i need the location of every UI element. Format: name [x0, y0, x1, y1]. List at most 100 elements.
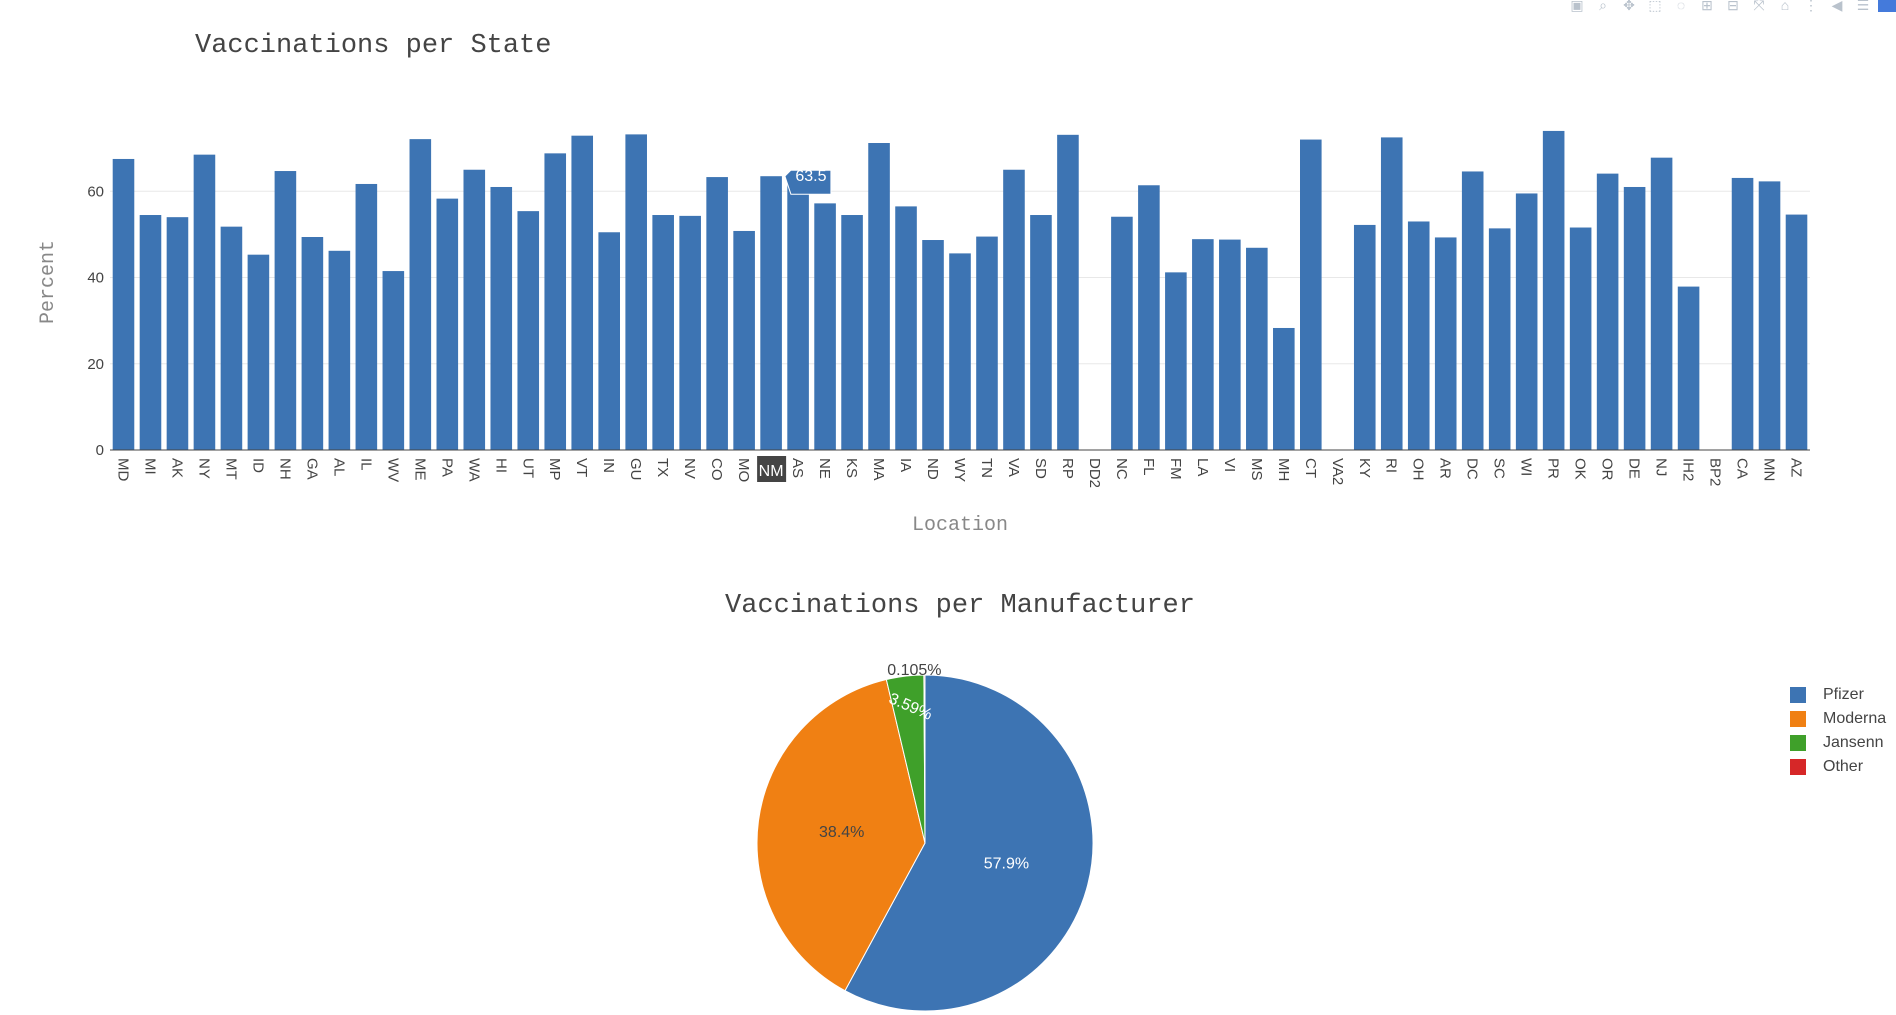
x-tick-label: DC [1464, 458, 1481, 480]
bar-nh[interactable] [274, 171, 297, 451]
x-tick-label: KY [1356, 458, 1373, 478]
legend-label: Moderna [1823, 710, 1887, 727]
spike-lines-icon[interactable]: ⋮ [1804, 0, 1818, 12]
bar-nd[interactable] [922, 240, 944, 450]
bar-ky[interactable] [1353, 224, 1376, 450]
zoom-out-icon[interactable]: ⊟ [1727, 0, 1739, 12]
x-tick-label: MI [141, 458, 158, 475]
lasso-select-icon[interactable]: ◌ [1676, 0, 1686, 12]
reset-axes-icon[interactable]: ⌂ [1780, 0, 1790, 12]
bar-ct[interactable] [1300, 139, 1322, 450]
bar-tn[interactable] [976, 236, 998, 450]
x-tick-label: NV [681, 458, 698, 479]
bar-la[interactable] [1192, 239, 1214, 450]
bar-de[interactable] [1623, 186, 1646, 451]
bar-vt[interactable] [571, 135, 594, 450]
bar-mo[interactable] [733, 230, 755, 450]
hover-compare-icon[interactable]: ☰ [1856, 0, 1870, 12]
bar-al[interactable] [328, 250, 351, 450]
x-tick-label: NH [276, 458, 293, 480]
bar-fm[interactable] [1165, 272, 1187, 450]
bar-fl[interactable] [1138, 185, 1160, 451]
x-tick-label: AK [168, 458, 185, 478]
bar-or[interactable] [1596, 173, 1619, 450]
x-tick-highlight [757, 456, 787, 482]
pie-slice-pfizer[interactable] [844, 674, 1094, 1012]
pie-slice-other[interactable] [923, 674, 926, 844]
bar-il[interactable] [355, 183, 378, 451]
bar-ny[interactable] [193, 154, 216, 450]
bar-rp[interactable] [1057, 134, 1079, 450]
bar-ar[interactable] [1434, 237, 1457, 450]
bar-wv[interactable] [382, 271, 405, 450]
pie-slice-moderna[interactable] [756, 678, 926, 992]
box-select-icon[interactable]: ⬚ [1648, 0, 1662, 12]
bar-ca[interactable] [1731, 177, 1754, 450]
bar-pr[interactable] [1542, 130, 1565, 450]
x-tick-label: VI [1221, 458, 1238, 472]
bar-nm[interactable] [760, 176, 782, 450]
zoom-in-icon[interactable]: ⊞ [1701, 0, 1713, 12]
bar-ne[interactable] [814, 203, 836, 450]
legend-item-moderna[interactable]: Moderna [1790, 707, 1886, 731]
legend-item-other[interactable]: Other [1790, 755, 1886, 779]
bar-hi[interactable] [490, 186, 513, 451]
bar-mn[interactable] [1758, 181, 1781, 450]
legend-item-jansenn[interactable]: Jansenn [1790, 731, 1886, 755]
bar-wi[interactable] [1515, 193, 1538, 451]
bar-as[interactable] [787, 182, 809, 450]
hover-closest-icon[interactable]: ◀ [1831, 0, 1843, 12]
bar-nc[interactable] [1111, 216, 1133, 450]
legend-item-pfizer[interactable]: Pfizer [1790, 683, 1886, 707]
bar-ih2[interactable] [1677, 286, 1700, 450]
bar-mh[interactable] [1273, 327, 1295, 450]
camera-icon[interactable]: ▣ [1570, 0, 1584, 12]
x-tick-label: RI [1383, 458, 1400, 473]
x-tick-label: ID [249, 458, 266, 473]
bar-ma[interactable] [868, 143, 890, 450]
bar-ks[interactable] [841, 215, 863, 450]
x-tick-label: CO [708, 458, 725, 481]
bar-mp[interactable] [544, 153, 567, 451]
x-tick-label: VT [573, 458, 590, 477]
bar-vi[interactable] [1219, 239, 1241, 450]
pan-icon[interactable]: ✥ [1623, 0, 1635, 12]
bar-ri[interactable] [1380, 137, 1403, 451]
bar-az[interactable] [1785, 214, 1808, 450]
bar-oh[interactable] [1407, 221, 1430, 450]
bar-dc[interactable] [1461, 171, 1484, 450]
bar-ia[interactable] [895, 206, 917, 450]
x-tick-label: NY [195, 458, 212, 479]
autoscale-icon[interactable]: ⤧ [1753, 0, 1765, 12]
bar-sc[interactable] [1488, 228, 1511, 450]
bar-wa[interactable] [463, 169, 486, 450]
bar-va[interactable] [1003, 169, 1025, 450]
bar-md[interactable] [112, 158, 135, 450]
zoom-icon[interactable]: ⌕ [1599, 0, 1607, 12]
plotly-logo-icon[interactable] [1878, 0, 1896, 12]
bar-nv[interactable] [679, 215, 701, 450]
bar-ut[interactable] [517, 211, 540, 450]
bar-in[interactable] [598, 232, 620, 450]
bar-co[interactable] [706, 177, 728, 450]
bar-tx[interactable] [652, 215, 674, 450]
bar-nj[interactable] [1650, 157, 1673, 450]
bar-ga[interactable] [301, 237, 324, 450]
bar-ak[interactable] [166, 217, 189, 450]
bar-gu[interactable] [625, 134, 647, 451]
x-tick-label: MS [1248, 458, 1265, 481]
bar-wy[interactable] [949, 253, 971, 450]
bar-sd[interactable] [1030, 215, 1052, 450]
bar-ok[interactable] [1569, 227, 1592, 450]
bar-mi[interactable] [139, 215, 162, 450]
y-tick-label: 20 [87, 356, 104, 373]
pie-legend: Pfizer Moderna Jansenn Other [1790, 683, 1886, 779]
x-tick-label: IN [600, 458, 617, 473]
bar-id[interactable] [247, 254, 270, 450]
x-tick-label: MN [1761, 458, 1778, 481]
bar-me[interactable] [409, 139, 432, 451]
legend-label: Pfizer [1823, 686, 1864, 703]
bar-ms[interactable] [1246, 247, 1268, 450]
bar-mt[interactable] [220, 226, 243, 450]
bar-pa[interactable] [436, 198, 459, 450]
